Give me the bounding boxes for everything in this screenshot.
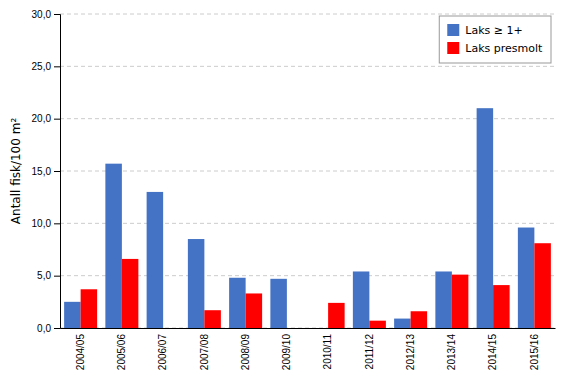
- bar: [246, 293, 263, 328]
- tick-label: 2008/09: [240, 334, 251, 371]
- tick: 2015/16: [529, 328, 540, 370]
- tick-label: 15,0: [32, 166, 52, 177]
- tick-label: 2006/07: [157, 334, 168, 371]
- tick-label: 2015/16: [529, 334, 540, 371]
- legend-label: Laks ≥ 1+: [465, 24, 522, 37]
- tick: 2007/08: [199, 328, 210, 370]
- bar: [353, 271, 370, 328]
- tick: 15,0: [32, 166, 60, 177]
- bar: [270, 279, 287, 328]
- tick-label: 0,0: [37, 323, 51, 334]
- tick-label: 2014/15: [487, 334, 498, 371]
- bar: [493, 285, 510, 328]
- tick-mark: [54, 276, 60, 277]
- tick: 2008/09: [240, 328, 251, 370]
- bars: [64, 108, 551, 328]
- tick-label: 2010/11: [322, 334, 333, 370]
- bar: [312, 328, 329, 329]
- tick: 2006/07: [157, 328, 168, 370]
- tick: 2009/10: [281, 328, 292, 370]
- tick-label: 2011/12: [364, 334, 375, 370]
- tick-label: 2009/10: [281, 334, 292, 371]
- bar: [394, 319, 411, 328]
- tick: 20,0: [32, 113, 60, 124]
- legend-item: Laks presmolt: [447, 42, 543, 55]
- tick: 2010/11: [322, 328, 333, 369]
- bar: [105, 164, 122, 328]
- bar: [81, 289, 98, 328]
- tick-label: 2013/14: [446, 334, 457, 371]
- tick-mark: [54, 119, 60, 120]
- tick: 30,0: [32, 9, 60, 20]
- axis-line: [54, 15, 61, 329]
- bar: [147, 192, 164, 328]
- tick: 2011/12: [364, 328, 375, 369]
- bar: [369, 321, 386, 328]
- bar-series: [64, 108, 534, 328]
- chart: 0,0 5,0 10,0 15,0 20,0 25,0 30,0 2004/05 2005/06…: [0, 0, 569, 390]
- tick-label: 25,0: [32, 61, 52, 72]
- bar-series: [81, 243, 551, 328]
- tick-mark: [54, 328, 60, 329]
- tick-label: 30,0: [32, 9, 52, 20]
- bar: [411, 311, 428, 328]
- tick-label: 2012/13: [405, 334, 416, 371]
- legend-label: Laks presmolt: [465, 42, 543, 55]
- axis-line: [61, 328, 556, 329]
- legend-swatch: [447, 24, 459, 36]
- bar: [188, 239, 205, 328]
- tick-label: 2004/05: [75, 334, 86, 371]
- grid-line: [60, 14, 555, 15]
- tick-mark: [54, 171, 60, 172]
- tick: 10,0: [32, 218, 60, 229]
- legend-item: Laks ≥ 1+: [447, 24, 522, 37]
- bar: [534, 243, 551, 328]
- tick: 2005/06: [116, 328, 127, 370]
- bar: [287, 328, 304, 329]
- bar: [328, 303, 345, 328]
- legend-swatch: [447, 42, 459, 54]
- bar: [64, 302, 81, 328]
- tick: 25,0: [32, 61, 60, 72]
- bar: [229, 278, 246, 328]
- tick: 2013/14: [446, 328, 457, 370]
- grid-line: [60, 66, 555, 67]
- x-axis: 2004/05 2005/06 2006/07 2007/08 2008/09 2009/…: [61, 328, 556, 370]
- tick: 5,0: [37, 270, 60, 281]
- tick-label: 2007/08: [199, 334, 210, 371]
- legend: Laks ≥ 1+ Laks presmolt: [439, 16, 551, 63]
- tick-label: 10,0: [32, 218, 52, 229]
- tick-label: 5,0: [37, 270, 51, 281]
- tick-label: 20,0: [32, 113, 52, 124]
- bar: [477, 108, 494, 328]
- bar: [518, 228, 535, 328]
- bar: [122, 259, 139, 328]
- tick: 2004/05: [75, 328, 86, 370]
- legend-box: [439, 16, 551, 63]
- bar: [163, 328, 180, 329]
- bar: [435, 271, 452, 328]
- tick: 2014/15: [487, 328, 498, 370]
- tick-mark: [54, 223, 60, 224]
- tick-mark: [54, 14, 60, 15]
- grid: [60, 14, 555, 328]
- tick-mark: [54, 66, 60, 67]
- tick: 0,0: [37, 323, 60, 334]
- axis-title: Antall fisk/100 m²: [9, 118, 23, 225]
- plot: 0,0 5,0 10,0 15,0 20,0 25,0 30,0 2004/05 2005/06…: [32, 9, 556, 370]
- bar: [204, 310, 221, 328]
- bar: [452, 275, 469, 328]
- tick: 2012/13: [405, 328, 416, 370]
- tick-label: 2005/06: [116, 334, 127, 371]
- y-axis: 0,0 5,0 10,0 15,0 20,0 25,0 30,0: [32, 9, 61, 334]
